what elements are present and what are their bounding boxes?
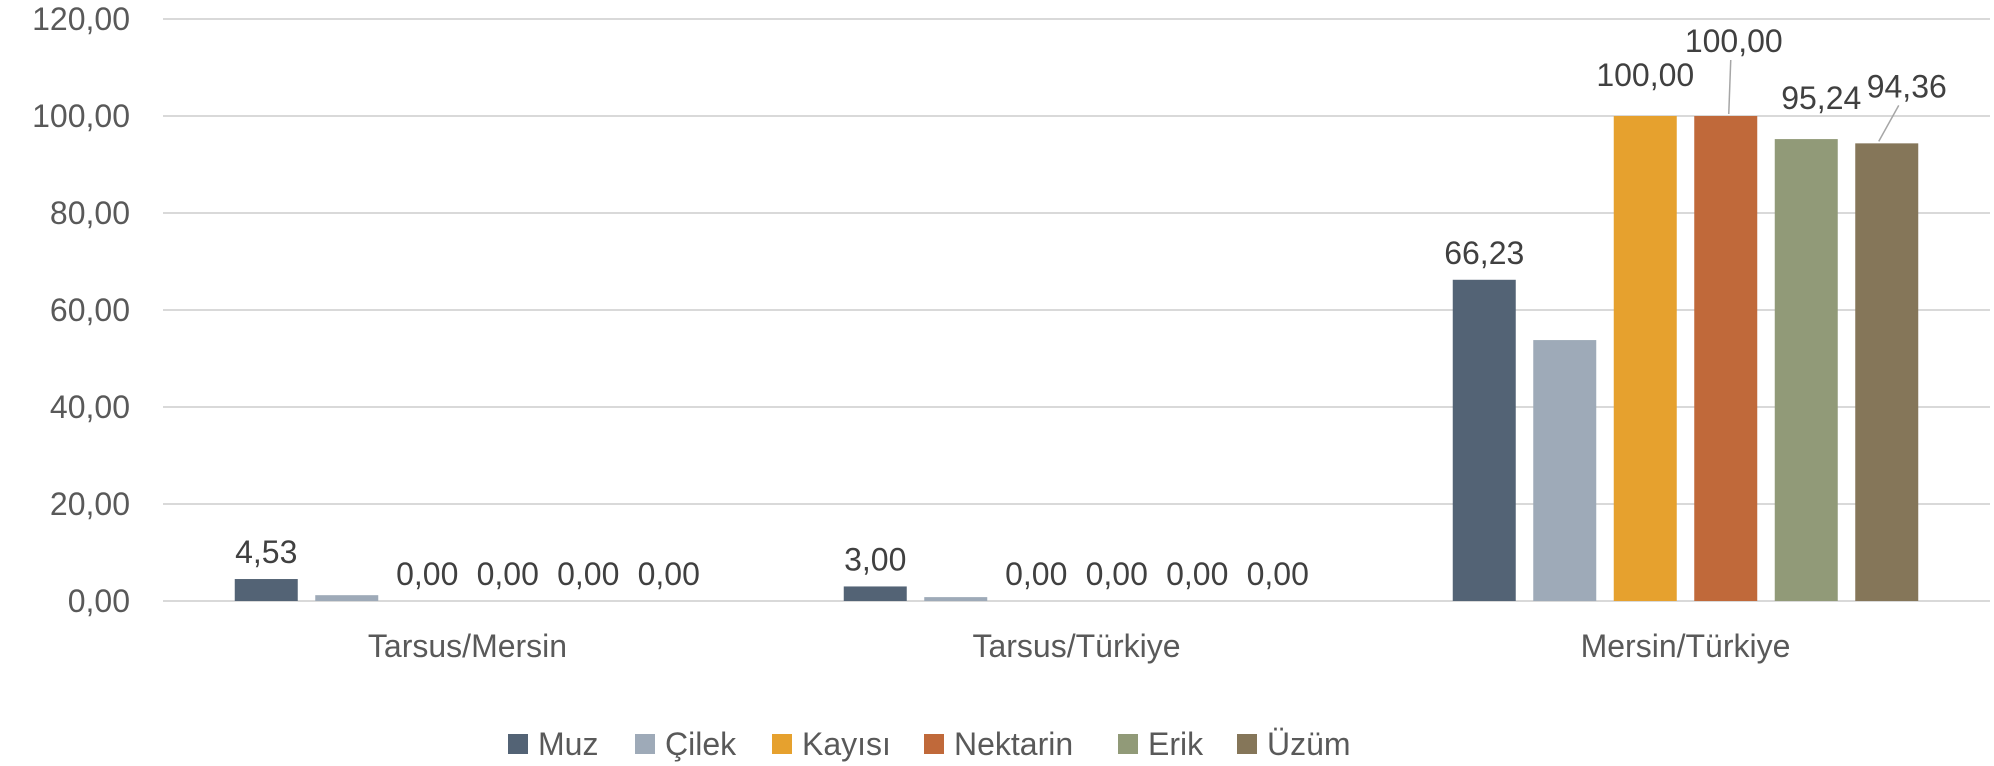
data-label: 0,00	[477, 556, 539, 592]
data-label: 3,00	[844, 541, 906, 577]
x-category-label: Mersin/Türkiye	[1581, 628, 1791, 664]
legend: Muz Çilek Kayısı Nektarin Erik Üzüm	[508, 726, 1351, 762]
x-axis-category-labels: Tarsus/Mersin Tarsus/Türkiye Mersin/Türkiy…	[368, 628, 1790, 664]
data-label: 0,00	[638, 556, 700, 592]
legend-swatch	[508, 734, 528, 754]
data-label: 0,00	[1086, 556, 1148, 592]
bar	[1533, 340, 1597, 601]
data-labels: 4,53 3,00 66,23 0,00 0,00 100,00 0,00 0,00 100,0…	[235, 23, 1947, 592]
x-category-label: Tarsus/Mersin	[368, 628, 567, 664]
legend-label: Üzüm	[1267, 726, 1351, 762]
leader-line	[1728, 59, 1732, 115]
data-label: 4,53	[235, 534, 297, 570]
legend-label: Çilek	[665, 726, 737, 762]
y-tick-label: 80,00	[50, 195, 130, 231]
bar	[924, 597, 988, 601]
x-category-label: Tarsus/Türkiye	[972, 628, 1180, 664]
data-label: 0,00	[1005, 556, 1067, 592]
legend-label: Nektarin	[954, 726, 1073, 762]
bar	[1694, 116, 1758, 601]
data-label: 0,00	[1166, 556, 1228, 592]
legend-swatch	[924, 734, 944, 754]
leader-line	[1878, 104, 1900, 142]
data-label: 66,23	[1444, 235, 1524, 271]
y-tick-label: 20,00	[50, 486, 130, 522]
bar	[234, 579, 298, 601]
y-tick-label: 0,00	[68, 583, 130, 619]
legend-swatch	[635, 734, 655, 754]
bar	[1452, 279, 1516, 601]
bars	[234, 116, 1919, 601]
data-label: 0,00	[396, 556, 458, 592]
y-tick-label: 120,00	[32, 1, 130, 37]
y-tick-label: 100,00	[32, 98, 130, 134]
data-label: 95,24	[1781, 80, 1861, 116]
legend-swatch	[1118, 734, 1138, 754]
data-label: 0,00	[557, 556, 619, 592]
bar	[1774, 139, 1838, 601]
bar	[1855, 143, 1919, 601]
data-label: 100,00	[1685, 23, 1783, 59]
bar	[315, 595, 379, 601]
y-tick-label: 40,00	[50, 389, 130, 425]
data-label: 0,00	[1247, 556, 1309, 592]
gridlines	[163, 18, 1990, 602]
legend-swatch	[1237, 734, 1257, 754]
y-tick-label: 60,00	[50, 292, 130, 328]
bar	[1613, 116, 1677, 601]
bar	[843, 586, 907, 601]
legend-label: Kayısı	[802, 726, 891, 762]
data-label: 94,36	[1867, 68, 1947, 104]
data-label: 100,00	[1596, 57, 1694, 93]
legend-swatch	[772, 734, 792, 754]
y-axis-tick-labels: 0,00 20,00 40,00 60,00 80,00 100,00 120,00	[32, 1, 130, 619]
legend-label: Muz	[538, 726, 598, 762]
leader-lines	[1728, 59, 1900, 142]
legend-label: Erik	[1148, 726, 1204, 762]
